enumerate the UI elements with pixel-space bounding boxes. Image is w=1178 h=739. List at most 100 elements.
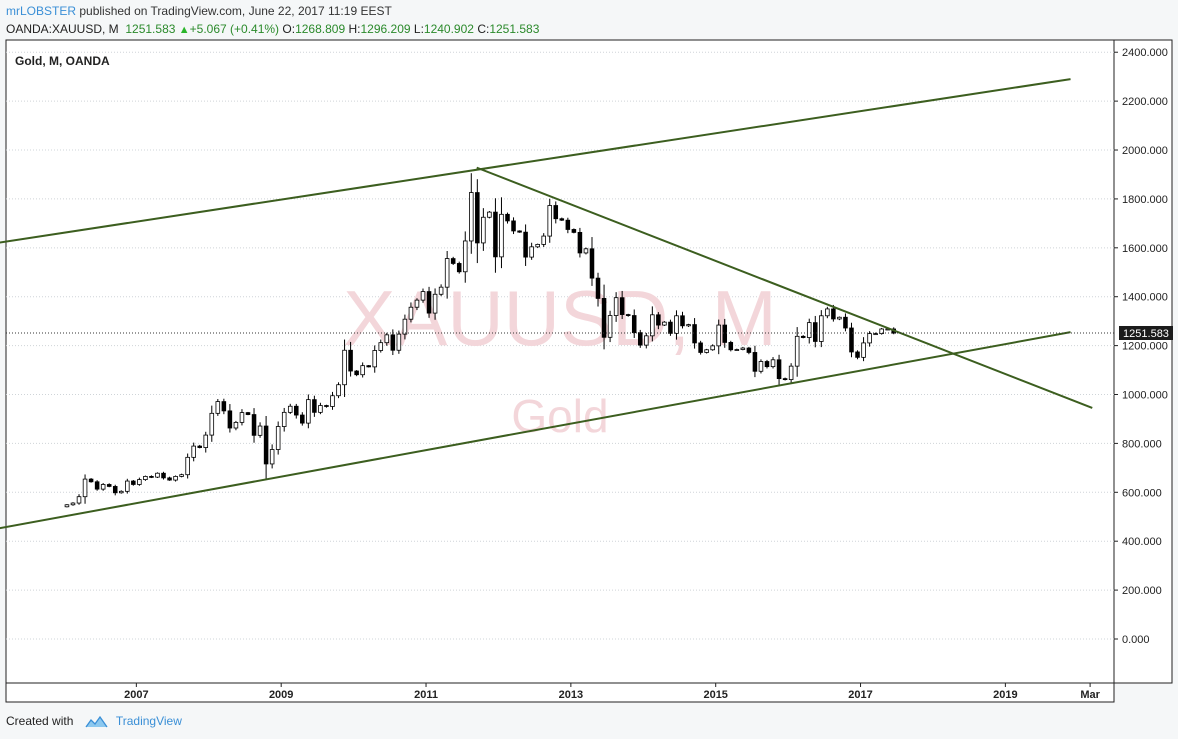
- footer: Created with TradingView: [6, 714, 182, 728]
- x-tick-label: 2013: [559, 689, 583, 701]
- up-arrow-icon: ▲: [178, 24, 190, 36]
- y-tick-label: 200.000: [1122, 585, 1162, 597]
- candle-body: [330, 395, 335, 407]
- candle-body: [469, 192, 474, 242]
- candle-body: [64, 504, 70, 508]
- candle-body: [118, 490, 124, 494]
- candle-body: [505, 213, 510, 222]
- candle-body: [444, 258, 450, 288]
- candle-body: [662, 321, 667, 326]
- price-axis[interactable]: [1113, 39, 1173, 684]
- candle-body: [631, 315, 637, 334]
- candle-body: [481, 216, 486, 244]
- tradingview-link[interactable]: TradingView: [115, 714, 182, 728]
- candle-body: [173, 476, 178, 481]
- candle-body: [197, 445, 202, 448]
- open-label: O:: [282, 22, 296, 36]
- candle-body: [462, 240, 468, 273]
- candle-body: [601, 298, 607, 338]
- candle-body: [378, 342, 384, 351]
- candle-body: [553, 205, 559, 220]
- candle-body: [873, 333, 878, 336]
- trend-line: [0, 331, 1071, 530]
- candle-body: [855, 351, 860, 358]
- candle-body: [372, 350, 378, 368]
- candle-body: [155, 472, 160, 478]
- candle-body: [686, 324, 691, 327]
- y-tick-label: 1400.000: [1122, 292, 1168, 304]
- candle-body: [583, 248, 589, 254]
- candle-body: [300, 414, 305, 424]
- candle-body: [517, 230, 522, 233]
- candle-body: [499, 213, 504, 258]
- y-tick-label: 2400.000: [1122, 47, 1168, 59]
- candle-body: [637, 332, 643, 346]
- plot-area[interactable]: [5, 39, 1115, 684]
- candle-body: [879, 328, 884, 335]
- candle-body: [384, 334, 390, 344]
- candle-body: [306, 399, 311, 424]
- author-link[interactable]: mrLOBSTER: [6, 4, 77, 18]
- candle-body: [740, 347, 746, 350]
- candle-body: [215, 401, 221, 414]
- candle-body: [432, 293, 438, 314]
- candle-body: [287, 405, 293, 413]
- candle-body: [456, 263, 462, 273]
- candle-body: [450, 258, 456, 264]
- trend-line: [476, 166, 1093, 409]
- tradingview-cloud-icon: [85, 715, 108, 728]
- candle-body: [125, 480, 130, 492]
- open-value: 1268.809: [295, 22, 346, 36]
- close-value: 1251.583: [489, 22, 540, 36]
- candle-body: [493, 211, 498, 258]
- candle-body: [161, 472, 166, 479]
- publish-info: mrLOBSTER published on TradingView.com, …: [6, 4, 392, 18]
- candle-body: [734, 349, 740, 351]
- publish-text: published on TradingView.com, June 22, 2…: [79, 4, 392, 18]
- candle-body: [861, 342, 866, 358]
- trendlines[interactable]: [0, 78, 1093, 536]
- high-value: 1296.209: [360, 22, 411, 36]
- y-axis-ticks: 0.000 200.000 400.000 600.000 800.000 1000.00…: [1114, 47, 1168, 646]
- candle-body: [698, 342, 703, 353]
- candle-body: [607, 315, 613, 338]
- candle-body: [227, 410, 233, 429]
- candle-body: [625, 314, 631, 316]
- candle-body: [312, 399, 317, 413]
- y-tick-label: 1200.000: [1122, 341, 1168, 353]
- y-tick-label: 0.000: [1122, 634, 1150, 646]
- candle-body: [76, 496, 82, 504]
- time-axis[interactable]: [5, 682, 1115, 703]
- candle-body: [88, 478, 94, 483]
- candle-body: [257, 425, 263, 436]
- x-tick-label: 2007: [124, 689, 148, 701]
- y-tick-label: 400.000: [1122, 536, 1162, 548]
- watermark-symbol: XAUUSD, M: [343, 274, 776, 362]
- candle-body: [185, 456, 190, 476]
- candle-body: [559, 218, 565, 221]
- low-value: 1240.902: [423, 22, 474, 36]
- x-axis-ticks: 2007 2009 2011 2013 2015 2017 2019 Mar: [124, 683, 1101, 701]
- candle-body: [106, 484, 112, 487]
- last-price: 1251.583: [125, 22, 176, 36]
- candle-body: [770, 359, 776, 368]
- x-tick-label: 2011: [414, 689, 438, 701]
- candle-body: [650, 314, 655, 337]
- candle-body: [294, 405, 299, 416]
- candle-body: [704, 349, 709, 353]
- y-tick-label: 2200.000: [1122, 96, 1168, 108]
- candle-body: [336, 384, 341, 397]
- candle-body: [94, 481, 100, 490]
- created-with-label: Created with: [6, 714, 74, 728]
- low-label: L:: [413, 22, 424, 36]
- candle-body: [535, 243, 540, 248]
- candle-body: [529, 246, 534, 258]
- candle-body: [613, 297, 619, 316]
- candle-body: [487, 211, 492, 218]
- candle-body: [390, 334, 396, 351]
- candle-body: [475, 192, 480, 244]
- candle-body: [710, 345, 715, 351]
- candle-body: [360, 365, 365, 376]
- candle-body: [414, 299, 420, 308]
